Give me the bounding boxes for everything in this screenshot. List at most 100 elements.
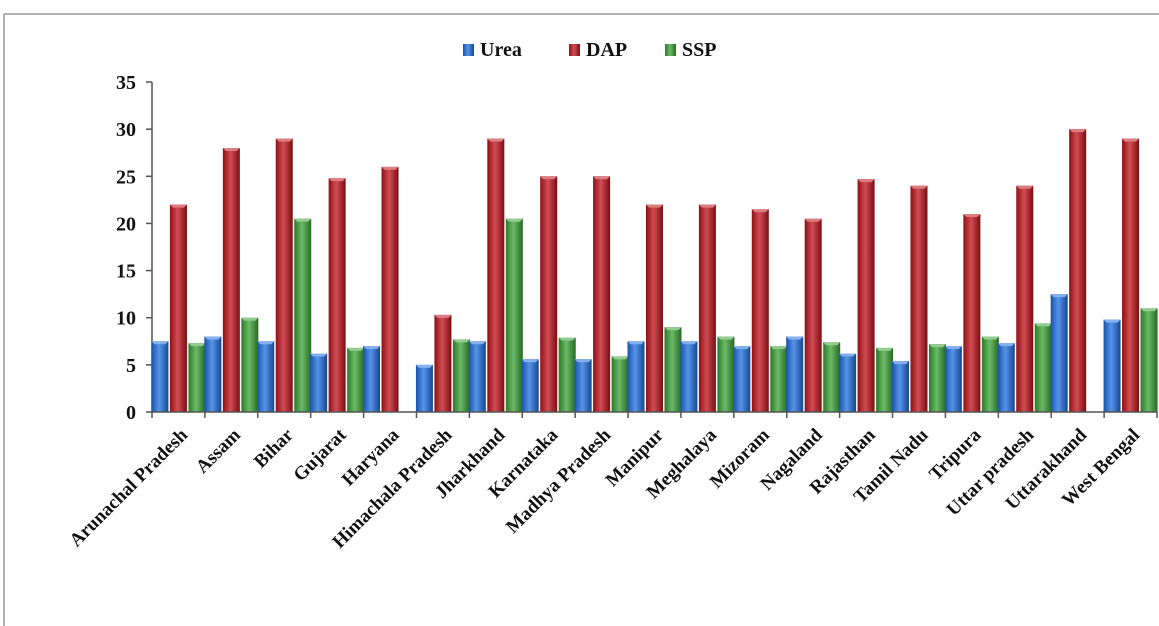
bar-dap — [540, 176, 558, 412]
bar-body — [257, 341, 275, 412]
bar-body — [381, 166, 399, 412]
bar-urea — [1050, 294, 1068, 412]
bar-ssp — [981, 336, 999, 412]
bar-body — [1069, 129, 1087, 412]
bar-body — [611, 356, 629, 412]
bar-dap — [169, 204, 187, 412]
bar-top — [328, 178, 346, 182]
bar-ssp — [294, 218, 312, 412]
bar-dap — [857, 179, 875, 412]
bar-ssp — [664, 327, 682, 412]
bar-top — [294, 218, 312, 222]
bar-ssp — [1140, 308, 1158, 412]
bar-top — [257, 341, 275, 345]
bar-top — [944, 346, 962, 349]
bar-body — [593, 176, 611, 412]
bar-dap — [963, 214, 981, 412]
bar-top — [823, 342, 841, 346]
bar-top — [188, 343, 206, 347]
bars — [151, 129, 1158, 413]
bar-urea — [891, 361, 909, 412]
bar-body — [804, 218, 822, 412]
bar-dap — [487, 138, 505, 413]
bar-urea — [204, 336, 222, 412]
bar-body — [294, 218, 312, 412]
bar-top — [839, 353, 857, 357]
bar-body — [558, 337, 576, 412]
bar-body — [204, 336, 222, 412]
bar-body — [1050, 294, 1068, 412]
bar-ssp — [823, 342, 841, 412]
bar-top — [310, 353, 328, 357]
bar-body — [487, 138, 505, 413]
bar-body — [751, 209, 769, 412]
bar-dap — [593, 176, 611, 412]
bar-body — [823, 342, 841, 412]
y-axis: 0 5 10 15 20 25 30 35 — [116, 72, 153, 424]
bar-urea — [310, 353, 328, 412]
legend-item-dap: DAP — [569, 39, 627, 61]
bar-top — [770, 346, 788, 349]
bar-top — [593, 176, 611, 180]
bar-dap — [381, 166, 399, 412]
bar-top — [275, 138, 293, 142]
bar-top — [347, 347, 365, 351]
bar-top — [1103, 319, 1121, 323]
bar-top — [434, 314, 452, 318]
bar-urea — [468, 341, 486, 412]
bar-body — [452, 339, 470, 412]
bar-body — [944, 346, 962, 412]
bar-body — [627, 341, 645, 412]
bar-top — [363, 346, 381, 349]
bar-body — [963, 214, 981, 412]
bar-top — [1050, 294, 1068, 298]
bar-top — [540, 176, 558, 180]
bar-urea — [363, 346, 381, 412]
bar-body — [1140, 308, 1158, 412]
bar-urea — [1103, 319, 1121, 412]
bar-body — [698, 204, 716, 412]
y-tick-label: 35 — [116, 72, 136, 94]
bar-top — [468, 341, 486, 345]
bar-top — [1034, 323, 1052, 327]
bar-ssp — [505, 218, 523, 412]
bar-body — [664, 327, 682, 412]
legend-item-urea: Urea — [463, 39, 522, 61]
bar-body — [363, 346, 381, 412]
bar-body — [680, 341, 698, 412]
bar-top — [910, 185, 928, 189]
bar-top — [487, 138, 505, 142]
bar-top — [664, 327, 682, 331]
bar-body — [310, 353, 328, 412]
bar-top — [521, 359, 539, 363]
bar-top — [981, 336, 999, 340]
legend-label-urea: Urea — [480, 39, 522, 61]
bar-top — [928, 344, 946, 348]
bar-top — [997, 343, 1015, 347]
bar-ssp — [876, 347, 894, 412]
bar-urea — [627, 341, 645, 412]
bar-top — [558, 337, 576, 341]
bar-dap — [275, 138, 293, 413]
bar-top — [415, 364, 433, 368]
bar-body — [717, 336, 735, 412]
bar-top — [717, 336, 735, 340]
bar-body — [770, 346, 788, 412]
legend: Urea DAP SSP — [463, 39, 716, 61]
bar-ssp — [452, 339, 470, 412]
y-tick-label: 20 — [116, 213, 136, 235]
bar-ssp — [241, 317, 259, 412]
bar-top — [857, 179, 875, 183]
bar-body — [505, 218, 523, 412]
bar-top — [963, 214, 981, 217]
bar-body — [910, 185, 928, 412]
legend-label-ssp: SSP — [682, 39, 716, 61]
bar-body — [786, 336, 804, 412]
bar-body — [1103, 319, 1121, 412]
bar-top — [452, 339, 470, 343]
bar-ssp — [558, 337, 576, 412]
bar-urea — [997, 343, 1015, 412]
bar-top — [804, 218, 822, 222]
y-tick-label: 5 — [126, 355, 136, 377]
bar-ssp — [717, 336, 735, 412]
